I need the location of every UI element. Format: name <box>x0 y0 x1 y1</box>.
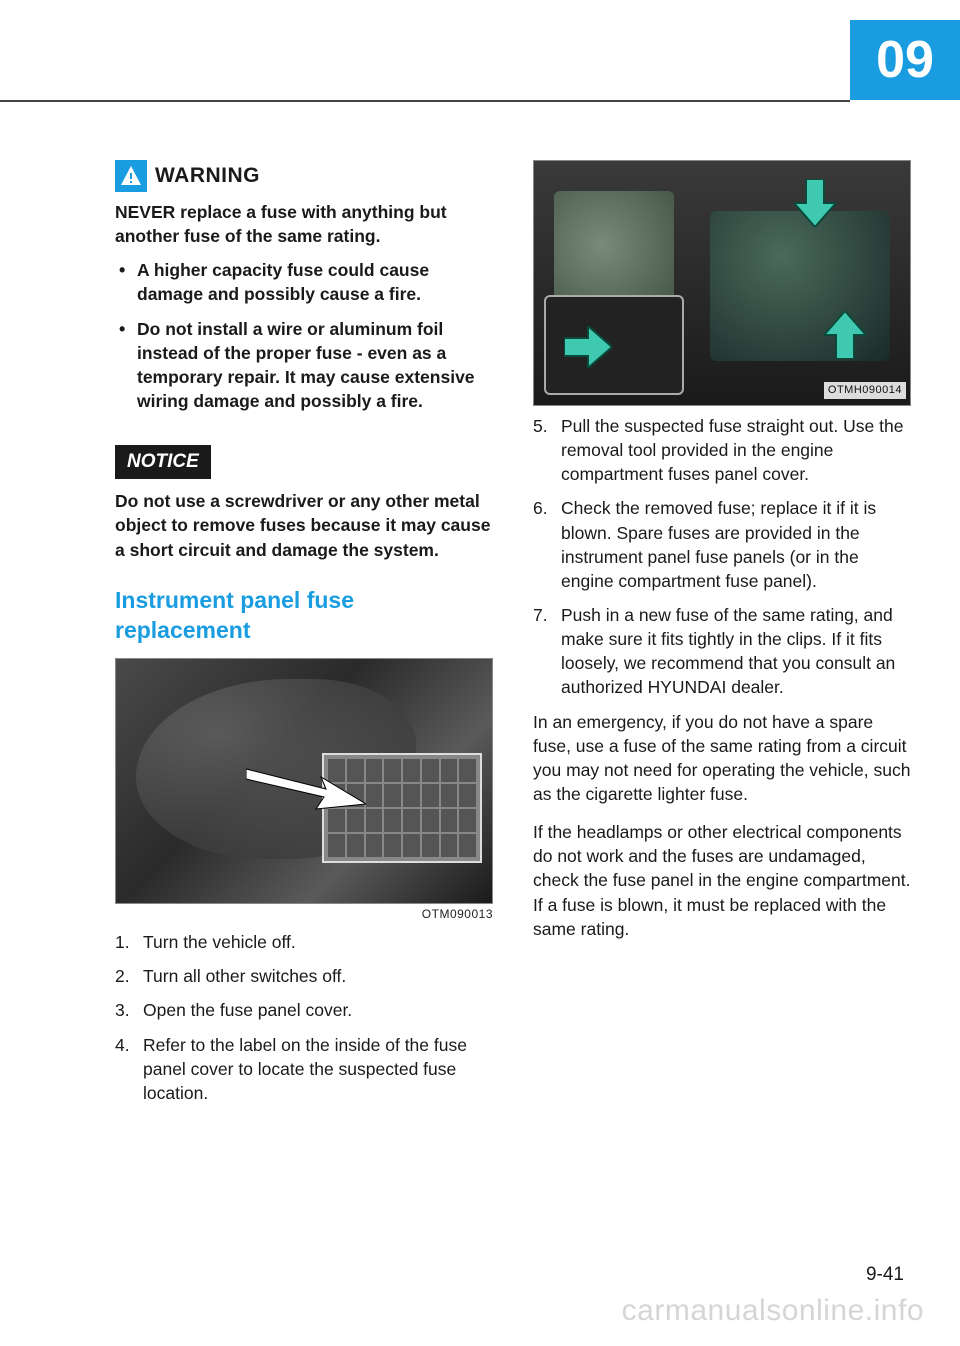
body-paragraph: In an emergency, if you do not have a sp… <box>533 710 913 807</box>
warning-bullet: A higher capacity fuse could cause damag… <box>115 258 495 306</box>
step-item: 7. Push in a new fuse of the same rating,… <box>533 603 913 700</box>
step-text: Push in a new fuse of the same rating, a… <box>561 605 895 697</box>
warning-header: WARNING <box>115 160 495 192</box>
step-item: 2. Turn all other switches off. <box>115 964 495 988</box>
right-column: OTMH090014 5. Pull the suspected fuse str… <box>533 160 913 1115</box>
watermark: carmanualsonline.info <box>622 1294 924 1328</box>
arrow-right-icon <box>564 326 612 368</box>
page-content: WARNING NEVER replace a fuse with anythi… <box>0 0 960 1115</box>
steps-list-right: 5. Pull the suspected fuse straight out. … <box>533 414 913 700</box>
step-item: 4. Refer to the label on the inside of th… <box>115 1033 495 1105</box>
chapter-badge: 09 <box>850 20 960 100</box>
warning-icon <box>115 160 147 192</box>
step-text: Check the removed fuse; replace it if it… <box>561 498 876 590</box>
steps-list-left: 1. Turn the vehicle off. 2. Turn all other… <box>115 930 495 1105</box>
step-number: 3. <box>115 998 130 1022</box>
figure-engine-compartment: OTMH090014 <box>533 160 911 406</box>
section-heading: Instrument panel fuse replacement <box>115 586 495 646</box>
body-paragraph: If the headlamps or other electrical com… <box>533 820 913 941</box>
step-number: 2. <box>115 964 130 988</box>
step-item: 6. Check the removed fuse; replace it if … <box>533 496 913 593</box>
arrow-down-icon <box>794 179 836 227</box>
step-item: 1. Turn the vehicle off. <box>115 930 495 954</box>
step-number: 6. <box>533 496 548 520</box>
page-number: 9-41 <box>866 1264 904 1286</box>
step-number: 4. <box>115 1033 130 1057</box>
warning-bullets: A higher capacity fuse could cause damag… <box>115 258 495 413</box>
arrow-up-icon <box>824 311 866 359</box>
figure-image <box>115 658 493 904</box>
step-number: 5. <box>533 414 548 438</box>
step-item: 5. Pull the suspected fuse straight out. … <box>533 414 913 486</box>
warning-bullet: Do not install a wire or aluminum foil i… <box>115 317 495 414</box>
step-text: Open the fuse panel cover. <box>143 1000 352 1020</box>
step-text: Refer to the label on the inside of the … <box>143 1035 467 1103</box>
step-text: Turn all other switches off. <box>143 966 346 986</box>
step-text: Turn the vehicle off. <box>143 932 296 952</box>
step-number: 1. <box>115 930 130 954</box>
figure-caption: OTMH090014 <box>824 382 906 399</box>
arrow-icon <box>246 759 366 819</box>
figure-image: OTMH090014 <box>533 160 911 406</box>
step-item: 3. Open the fuse panel cover. <box>115 998 495 1022</box>
warning-intro: NEVER replace a fuse with anything but a… <box>115 200 495 248</box>
step-text: Pull the suspected fuse straight out. Us… <box>561 416 903 484</box>
notice-text: Do not use a screwdriver or any other me… <box>115 489 495 561</box>
left-column: WARNING NEVER replace a fuse with anythi… <box>115 160 495 1115</box>
figure-instrument-panel: OTM090013 <box>115 658 493 923</box>
step-number: 7. <box>533 603 548 627</box>
figure-caption: OTM090013 <box>115 906 493 923</box>
header-divider <box>0 100 850 102</box>
notice-badge: NOTICE <box>115 445 211 479</box>
warning-label: WARNING <box>155 162 260 191</box>
